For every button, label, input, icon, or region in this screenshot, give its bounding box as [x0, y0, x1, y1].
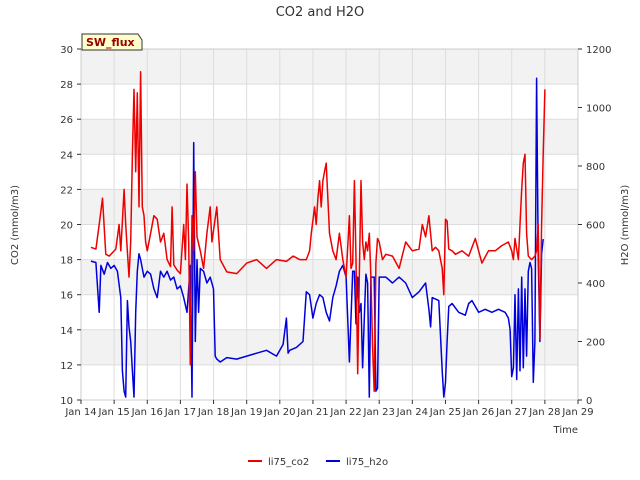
x-tick-label: Jan 27	[495, 407, 527, 418]
x-tick-label: Jan 21	[296, 407, 328, 418]
x-tick-label: Jan 16	[131, 407, 163, 418]
y-left-tick-label: 22	[60, 185, 73, 196]
x-tick-label: Jan 15	[97, 407, 129, 418]
x-tick-label: Jan 17	[164, 407, 196, 418]
x-tick-label: Jan 18	[197, 407, 229, 418]
y-right-tick-label: 0	[586, 396, 592, 407]
y-left-tick-label: 24	[60, 150, 73, 161]
x-tick-label: Jan 23	[363, 407, 395, 418]
plot-band	[81, 119, 578, 155]
x-tick-label: Jan 24	[396, 407, 428, 418]
sw-flux-badge: SW_flux	[81, 33, 143, 51]
y-left-axis-label: CO2 (mmol/m3)	[10, 185, 21, 265]
y-right-axis-ticks: 0 200 400 600 800 1000 1200	[578, 45, 611, 407]
x-tick-label: Jan 26	[462, 407, 494, 418]
y-left-tick-label: 12	[60, 361, 73, 372]
y-left-tick-label: 10	[60, 396, 73, 407]
x-tick-label: Jan 25	[429, 407, 461, 418]
legend: li75_co2 li75_h2o	[248, 457, 388, 468]
y-left-axis-ticks: 10 12 14 16 18 20 22 24 26 28 30	[60, 45, 81, 407]
plot-band	[81, 259, 578, 295]
plot-band	[81, 329, 578, 365]
x-tick-label: Jan 19	[230, 407, 262, 418]
legend-label-li75-h2o: li75_h2o	[346, 457, 388, 468]
plot-band	[81, 49, 578, 85]
sw-flux-badge-label: SW_flux	[86, 36, 135, 49]
y-right-tick-label: 1000	[586, 104, 611, 115]
x-tick-label: Jan 20	[263, 407, 295, 418]
x-axis-ticks: Jan 14 Jan 15 Jan 16 Jan 17 Jan 18 Jan 19 Jan …	[64, 400, 594, 418]
plot-band	[81, 294, 578, 330]
x-tick-label: Jan 22	[329, 407, 361, 418]
plot-band	[81, 84, 578, 120]
plot-background-bands	[81, 49, 578, 400]
x-tick-label: Jan 29	[561, 407, 593, 418]
y-right-axis-label: H2O (mmol/m3)	[620, 185, 631, 266]
legend-label-li75-co2: li75_co2	[268, 457, 309, 468]
plot-band	[81, 364, 578, 400]
series-line-li75-h2o	[90, 77, 544, 398]
y-left-tick-label: 28	[60, 80, 73, 91]
y-right-tick-label: 200	[586, 338, 605, 349]
y-left-tick-label: 18	[60, 256, 73, 267]
y-right-tick-label: 800	[586, 162, 605, 173]
plot-band	[81, 154, 578, 190]
y-left-tick-label: 20	[60, 221, 73, 232]
y-left-tick-label: 14	[60, 326, 73, 337]
x-tick-label: Jan 28	[528, 407, 560, 418]
series-line-li75-co2	[90, 71, 546, 392]
chart-title: CO2 and H2O	[276, 5, 365, 20]
x-axis-label: Time	[553, 425, 578, 436]
y-left-tick-label: 16	[60, 291, 73, 302]
x-tick-label: Jan 14	[64, 407, 96, 418]
y-left-tick-label: 30	[60, 45, 73, 56]
y-right-tick-label: 1200	[586, 45, 611, 56]
y-left-tick-label: 26	[60, 115, 73, 126]
y-right-tick-label: 600	[586, 221, 605, 232]
y-right-tick-label: 400	[586, 279, 605, 290]
